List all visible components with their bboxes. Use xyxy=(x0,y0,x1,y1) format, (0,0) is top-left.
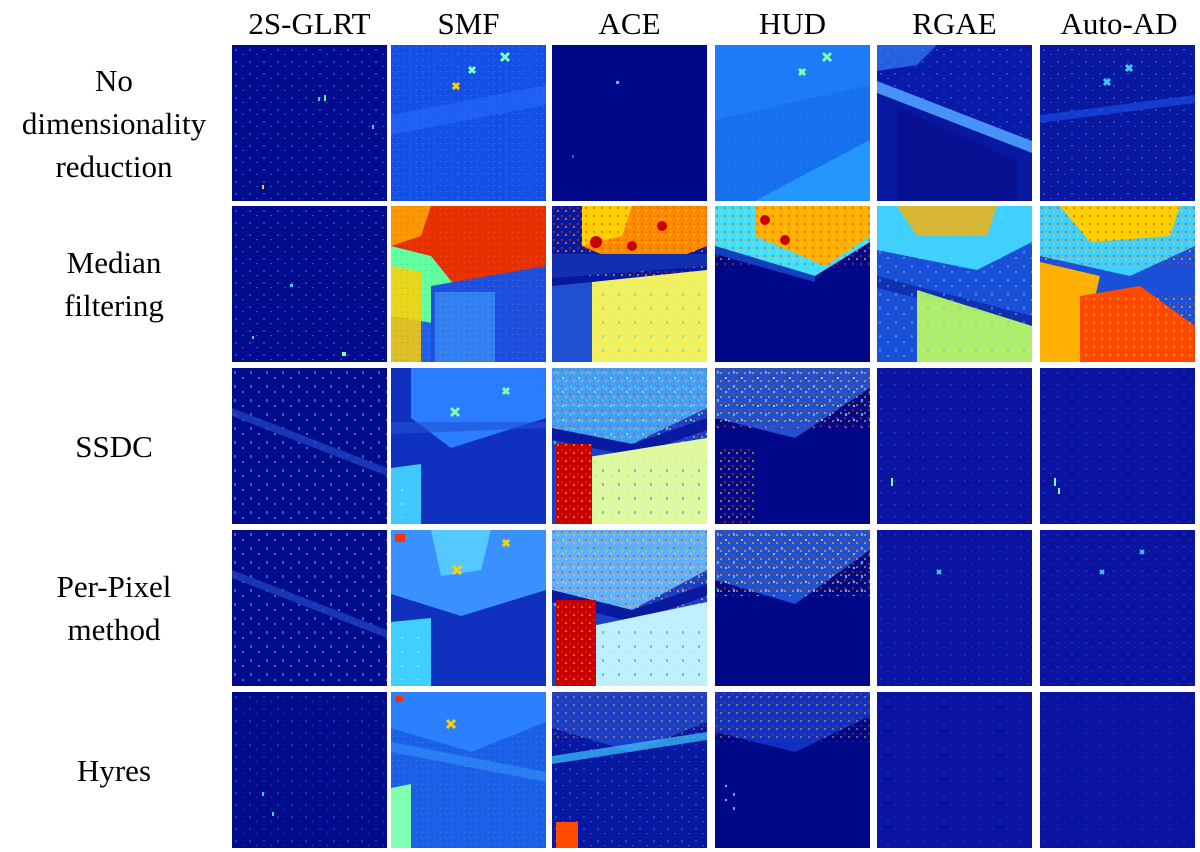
detection-map-hyres-hud xyxy=(715,692,870,848)
column-header-smf: SMF xyxy=(437,6,500,41)
detection-map-per-pixel-2s-glrt xyxy=(232,530,387,686)
detection-map-ssdc-auto-ad xyxy=(1040,368,1195,524)
row-label-line: No xyxy=(95,62,133,98)
detection-map-no-reduction-hud xyxy=(715,45,870,201)
detection-map-median-rgae xyxy=(877,206,1032,362)
detection-map-per-pixel-smf xyxy=(391,530,546,686)
row-label-median-filtering: Median filtering xyxy=(0,206,228,362)
row-label-per-pixel-method: Per-Pixel method xyxy=(0,530,228,686)
detection-map-median-hud xyxy=(715,206,870,362)
detection-map-hyres-auto-ad xyxy=(1040,692,1195,848)
row-label-ssdc: SSDC xyxy=(0,368,228,524)
detection-map-hyres-2s-glrt xyxy=(232,692,387,848)
row-label-line: Per-Pixel xyxy=(56,569,172,604)
detection-map-per-pixel-ace xyxy=(552,530,707,686)
detection-map-median-auto-ad xyxy=(1040,206,1195,362)
detection-map-ssdc-2s-glrt xyxy=(232,368,387,524)
detection-map-no-reduction-ace xyxy=(552,45,707,201)
detection-map-median-ace xyxy=(552,206,707,362)
row-label-no-dimensionality-reduction: No dimensionality reduction xyxy=(0,45,228,201)
detection-map-ssdc-rgae xyxy=(877,368,1032,524)
row-label-line: filtering xyxy=(64,288,164,323)
detection-map-no-reduction-smf xyxy=(391,45,546,201)
detection-map-ssdc-hud xyxy=(715,368,870,524)
row-label-line: SSDC xyxy=(75,428,153,464)
detection-map-no-reduction-rgae xyxy=(877,45,1032,201)
detection-map-median-smf xyxy=(391,206,546,362)
row-label-line: method xyxy=(67,612,161,647)
column-header-hud: HUD xyxy=(758,6,827,41)
detection-map-no-reduction-auto-ad xyxy=(1040,45,1195,201)
detection-map-per-pixel-hud xyxy=(715,530,870,686)
detection-map-per-pixel-auto-ad xyxy=(1040,530,1195,686)
detection-map-ssdc-ace xyxy=(552,368,707,524)
column-header-ace: ACE xyxy=(598,6,661,41)
detection-map-hyres-smf xyxy=(391,692,546,848)
detection-map-per-pixel-rgae xyxy=(877,530,1032,686)
row-label-line: dimensionality xyxy=(21,105,207,141)
detection-map-median-2s-glrt xyxy=(232,206,387,362)
row-label-line: Median xyxy=(66,245,162,280)
row-label-hyres: Hyres xyxy=(0,692,228,848)
row-label-line: reduction xyxy=(55,148,173,184)
column-header-rgae: RGAE xyxy=(912,6,997,41)
column-header-auto-ad: Auto-AD xyxy=(1060,6,1178,41)
detection-map-no-reduction-2s-glrt xyxy=(232,45,387,201)
detection-map-ssdc-smf xyxy=(391,368,546,524)
detection-map-hyres-ace xyxy=(552,692,707,848)
detection-map-hyres-rgae xyxy=(877,692,1032,848)
row-label-line: Hyres xyxy=(76,752,152,788)
column-header-2s-glrt: 2S-GLRT xyxy=(248,6,371,41)
